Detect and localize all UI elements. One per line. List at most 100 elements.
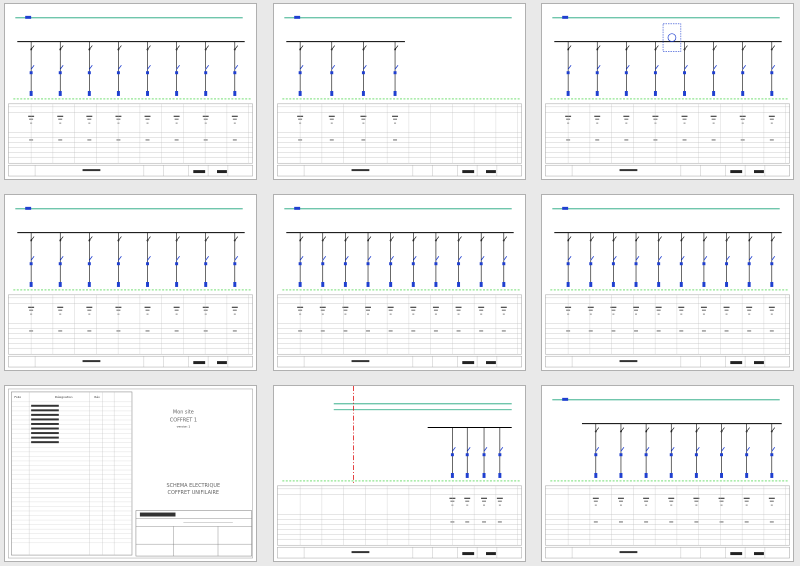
cover-cartouche: [135, 510, 252, 557]
feeder-breaker-6: [412, 236, 417, 242]
feeder-terminal-5: [683, 91, 687, 96]
feeder-protection-4: [393, 65, 399, 75]
supply-device-icon: [25, 15, 32, 19]
feeder-protection-3: [482, 447, 488, 457]
title-block: [8, 355, 253, 368]
feeder-terminal-4: [393, 91, 397, 96]
sheet-6-schematic: [545, 206, 790, 368]
feeder-terminal-10: [770, 282, 774, 287]
feeder-protection-7: [434, 256, 440, 266]
index-entry-7: [31, 432, 59, 435]
sheet-4[interactable]: [4, 194, 257, 371]
feeder-breaker-6: [175, 236, 180, 242]
feeder-terminal-3: [87, 91, 91, 96]
feeder-terminal-10: [502, 282, 506, 287]
feeder-protection-6: [679, 256, 685, 266]
sheet-6[interactable]: [541, 194, 794, 371]
feeder-protection-2: [330, 65, 336, 75]
feeder-terminal-7: [745, 473, 749, 478]
feeder-protection-5: [694, 447, 700, 457]
supply-device-icon: [562, 397, 569, 401]
cover-subtitle-2: COFFRET UNIFILAIRE: [168, 490, 219, 496]
feeder-breaker-4: [117, 45, 122, 51]
feeder-breaker-3: [344, 236, 349, 242]
feeder-breaker-5: [146, 45, 151, 51]
feeder-breaker-8: [725, 236, 730, 242]
sheet-5[interactable]: [273, 194, 526, 371]
feeder-protection-3: [624, 65, 630, 75]
feeder-protection-2: [58, 65, 64, 75]
sheet-3[interactable]: [541, 3, 794, 180]
feeder-terminal-1: [566, 91, 570, 96]
feeder-terminal-5: [694, 473, 698, 478]
feeder-terminal-1: [566, 282, 570, 287]
circuit-table: [545, 294, 790, 355]
cover-title-3: version 1: [177, 425, 191, 429]
feeder-protection-2: [589, 256, 595, 266]
feeder-terminal-3: [624, 91, 628, 96]
feeder-terminal-7: [204, 282, 208, 287]
feeder-protection-3: [343, 256, 349, 266]
feeder-breaker-2: [596, 45, 601, 51]
sheet-7-cover[interactable]: Folio Désignation Rév Mon site COFFRET 1…: [4, 385, 257, 562]
feeder-protection-8: [233, 65, 239, 75]
feeder-terminal-1: [298, 91, 302, 96]
title-block: [545, 355, 790, 368]
feeder-protection-6: [712, 65, 717, 75]
index-entry-3: [31, 413, 59, 416]
feeder-terminal-4: [669, 473, 673, 478]
feeder-protection-4: [653, 65, 659, 75]
feeder-terminal-9: [747, 282, 751, 287]
feeder-terminal-8: [725, 282, 729, 287]
feeder-protection-5: [683, 65, 688, 75]
sheet-2-schematic: [277, 15, 522, 177]
feeder-breaker-5: [695, 427, 700, 433]
feeder-breaker-1: [30, 236, 35, 242]
feeder-breaker-6: [720, 427, 725, 433]
feeder-protection-9: [479, 256, 485, 266]
feeder-breaker-9: [748, 236, 753, 242]
sheet-1[interactable]: [4, 3, 257, 180]
feeder-breaker-2: [59, 236, 64, 242]
feeder-terminal-7: [204, 91, 208, 96]
feeder-terminal-2: [58, 91, 62, 96]
feeder-breaker-10: [502, 236, 508, 242]
supply-device-icon: [562, 15, 569, 19]
feeder-protection-5: [389, 256, 394, 266]
feeder-breaker-5: [389, 236, 394, 242]
feeder-protection-2: [595, 65, 601, 75]
feeder-terminal-5: [657, 282, 661, 287]
feeder-protection-4: [366, 256, 372, 266]
cover-title-1: Mon site: [173, 410, 194, 416]
sheet-2[interactable]: [273, 3, 526, 180]
feeder-terminal-4: [366, 282, 370, 287]
feeder-protection-6: [411, 256, 417, 266]
sheet-9[interactable]: [541, 385, 794, 562]
circuit-table: [545, 485, 790, 546]
feeder-breaker-4: [117, 236, 122, 242]
feeder-breaker-2: [619, 427, 625, 433]
feeder-breaker-5: [657, 236, 662, 242]
feeder-terminal-6: [175, 282, 179, 287]
feeder-terminal-4: [498, 473, 502, 478]
sheet-8[interactable]: [273, 385, 526, 562]
sheet-4-schematic: [8, 206, 253, 368]
feeder-protection-8: [457, 256, 462, 266]
feeder-breaker-7: [745, 427, 750, 433]
feeder-breaker-1: [567, 236, 572, 242]
feeder-protection-10: [502, 256, 508, 266]
feeder-protection-1: [29, 65, 35, 75]
feeder-protection-1: [594, 447, 600, 457]
feeder-breaker-3: [362, 45, 367, 51]
feeder-breaker-3: [645, 427, 650, 433]
feeder-protection-7: [745, 447, 750, 457]
feeder-protection-1: [450, 447, 456, 457]
feeder-terminal-7: [702, 282, 706, 287]
feeder-breaker-3: [625, 45, 630, 51]
feeder-protection-8: [233, 256, 239, 266]
supply-device-icon: [294, 15, 301, 19]
feeder-breaker-3: [88, 236, 93, 242]
feeder-protection-8: [725, 256, 730, 266]
feeder-terminal-2: [465, 473, 469, 478]
